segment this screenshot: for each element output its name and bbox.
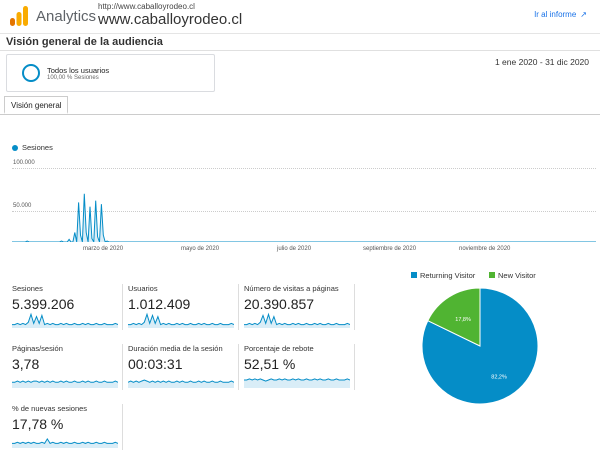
metric-divider — [238, 344, 239, 390]
metric-value: 3,78 — [12, 356, 40, 372]
tab-divider — [0, 114, 600, 115]
metric-new-sessions-pct[interactable]: % de nuevas sesiones 17,78 % — [12, 404, 122, 454]
sparkline-fill — [244, 378, 350, 388]
sparkline-fill — [128, 314, 234, 328]
sparkline-line — [244, 378, 350, 382]
segment-circle-icon — [22, 64, 40, 82]
metric-divider — [238, 284, 239, 330]
metric-divider — [354, 344, 355, 390]
date-range-selector[interactable]: 1 ene 2020 - 31 dic 2020 — [484, 56, 600, 70]
title-divider — [0, 50, 600, 51]
sparkline-fill — [12, 314, 118, 328]
y-tick-label: 50.000 — [13, 203, 32, 209]
segment-percent: 100,00 % Sesiones — [47, 75, 99, 81]
pie-slice — [427, 287, 481, 347]
metric-divider — [122, 404, 123, 450]
metric-value: 52,51 % — [244, 356, 296, 372]
sparkline-fill — [12, 438, 118, 448]
gridline — [12, 168, 596, 169]
visitor-type-pie-chart[interactable]: 82,2% 17,8% — [420, 286, 540, 406]
pie-legend-swatch — [489, 272, 495, 278]
metric-sparkline — [244, 312, 350, 328]
metric-label: Número de visitas a páginas — [244, 284, 339, 293]
metric-pageviews[interactable]: Número de visitas a páginas 20.390.857 — [244, 284, 354, 334]
property-url: http://www.caballoyrodeo.cl — [98, 2, 195, 11]
sparkline-line — [128, 379, 234, 383]
metric-value: 17,78 % — [12, 416, 64, 432]
metric-divider — [354, 284, 355, 330]
pie-legend-label: New Visitor — [498, 271, 536, 280]
segment-card[interactable]: Todos los usuarios 100,00 % Sesiones — [6, 54, 215, 92]
pie-legend-label: Returning Visitor — [420, 271, 476, 280]
analytics-logo-icon[interactable] — [9, 5, 29, 27]
go-to-report-link[interactable]: Ir al informe ↗ — [534, 10, 587, 19]
metric-label: Sesiones — [12, 284, 43, 293]
metric-label: Páginas/sesión — [12, 344, 63, 353]
metric-sparkline — [12, 312, 118, 328]
segment-name: Todos los usuarios — [47, 66, 110, 75]
metric-value: 00:03:31 — [128, 356, 183, 372]
metric-value: 1.012.409 — [128, 296, 191, 312]
metric-pages-per-session[interactable]: Páginas/sesión 3,78 — [12, 344, 122, 394]
metric-label: % de nuevas sesiones — [12, 404, 88, 413]
sparkline-line — [128, 312, 234, 326]
page-title: Visión general de la audiencia — [6, 36, 163, 48]
sparkline-line — [12, 312, 118, 326]
metric-users[interactable]: Usuarios 1.012.409 — [128, 284, 238, 334]
sparkline-line — [12, 437, 118, 445]
metric-sparkline — [12, 437, 118, 448]
go-to-report-label: Ir al informe — [534, 10, 577, 19]
pie-legend-swatch — [411, 272, 417, 278]
metric-sparkline — [244, 378, 350, 388]
metric-divider — [122, 344, 123, 390]
x-tick-label: septiembre de 2020 — [363, 246, 417, 252]
metric-sparkline — [128, 379, 234, 388]
sessions-line — [12, 193, 596, 242]
tab-overview[interactable]: Visión general — [4, 96, 68, 114]
metric-label: Porcentaje de rebote — [244, 344, 314, 353]
external-link-icon: ↗ — [580, 10, 587, 19]
metric-divider — [122, 284, 123, 330]
metric-bounce-rate[interactable]: Porcentaje de rebote 52,51 % — [244, 344, 354, 394]
property-name[interactable]: www.caballoyrodeo.cl — [98, 11, 243, 28]
sparkline-fill — [244, 314, 350, 328]
metric-value: 20.390.857 — [244, 296, 315, 312]
app-title: Analytics — [36, 8, 97, 25]
sparkline-line — [12, 380, 118, 383]
x-tick-label: mayo de 2020 — [181, 246, 220, 252]
metric-sparkline — [12, 380, 118, 388]
pie-slice-label: 82,2% — [491, 374, 507, 380]
metric-label: Usuarios — [128, 284, 158, 293]
y-tick-label: 100.000 — [13, 160, 35, 166]
metric-label: Duración media de la sesión — [128, 344, 223, 353]
metric-sessions[interactable]: Sesiones 5.399.206 — [12, 284, 122, 334]
header-bar: Analytics http://www.caballoyrodeo.cl ww… — [0, 0, 600, 34]
series-legend-label: Sesiones — [22, 143, 53, 152]
metric-value: 5.399.206 — [12, 296, 75, 312]
sparkline-fill — [12, 381, 118, 388]
sparkline-line — [244, 312, 350, 326]
gridline — [12, 211, 596, 212]
pie-slice-label: 17,8% — [455, 317, 471, 323]
series-legend-marker — [12, 145, 18, 151]
metric-avg-session-duration[interactable]: Duración media de la sesión 00:03:31 — [128, 344, 238, 394]
x-tick-label: marzo de 2020 — [83, 246, 124, 252]
x-tick-label: noviembre de 2020 — [459, 246, 511, 252]
metric-sparkline — [128, 312, 234, 328]
sessions-line-chart[interactable] — [12, 160, 596, 242]
x-tick-label: julio de 2020 — [277, 246, 312, 252]
